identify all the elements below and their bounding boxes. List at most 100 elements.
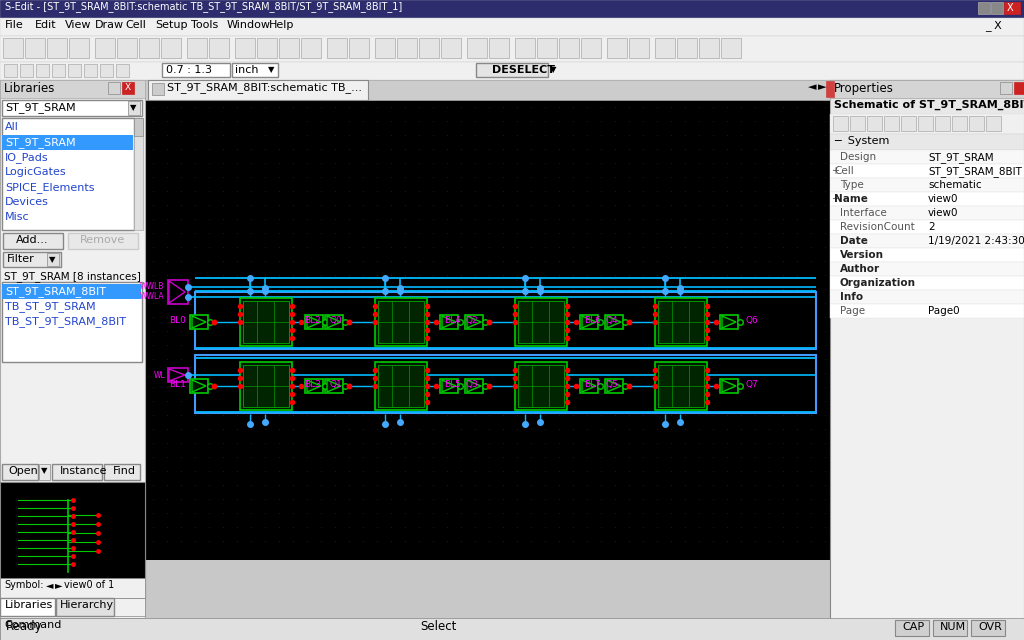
Bar bbox=[327, 38, 347, 58]
Text: view0 of 1: view0 of 1 bbox=[63, 580, 115, 590]
Bar bbox=[2, 100, 142, 116]
Text: Hierarchy: Hierarchy bbox=[60, 600, 114, 610]
Text: ◄: ◄ bbox=[808, 82, 816, 92]
Bar bbox=[655, 38, 675, 58]
Text: ST_9T_SRAM: ST_9T_SRAM bbox=[5, 137, 76, 148]
Text: BL6: BL6 bbox=[585, 316, 601, 325]
Text: DESELECT: DESELECT bbox=[492, 65, 555, 75]
Text: ▼: ▼ bbox=[41, 466, 47, 475]
Text: S-Edit - [ST_9T_SRAM_8BIT:schematic TB_ST_9T_SRAM_8BIT/ST_9T_SRAM_8BIT_1]: S-Edit - [ST_9T_SRAM_8BIT:schematic TB_S… bbox=[5, 1, 402, 12]
Bar bbox=[0, 598, 55, 616]
Text: Interface: Interface bbox=[840, 208, 887, 218]
Bar bbox=[52, 64, 65, 77]
Bar bbox=[68, 64, 81, 77]
Bar bbox=[145, 100, 830, 560]
Bar bbox=[440, 315, 458, 329]
Bar bbox=[243, 365, 289, 407]
Bar bbox=[3, 233, 63, 249]
Text: inch: inch bbox=[234, 65, 258, 75]
Text: WWLA: WWLA bbox=[140, 292, 165, 301]
Bar bbox=[2, 135, 133, 150]
Bar bbox=[139, 38, 159, 58]
Bar bbox=[978, 2, 990, 14]
Text: TB_ST_9T_SRAM_8BIT: TB_ST_9T_SRAM_8BIT bbox=[5, 316, 126, 327]
Bar bbox=[935, 116, 950, 131]
Bar bbox=[95, 38, 115, 58]
Text: ►: ► bbox=[818, 82, 826, 92]
Polygon shape bbox=[467, 316, 481, 328]
Bar bbox=[605, 315, 623, 329]
Bar bbox=[52, 464, 102, 480]
Bar bbox=[84, 64, 97, 77]
Bar bbox=[465, 379, 483, 393]
Polygon shape bbox=[582, 380, 596, 392]
Text: Add...: Add... bbox=[16, 235, 48, 245]
Bar bbox=[830, 98, 1024, 114]
Text: Q5: Q5 bbox=[605, 380, 617, 389]
Bar bbox=[991, 2, 1002, 14]
Polygon shape bbox=[442, 380, 456, 392]
Bar bbox=[867, 116, 882, 131]
Bar bbox=[375, 362, 427, 410]
Bar bbox=[830, 248, 1024, 262]
Bar bbox=[830, 220, 1024, 234]
Polygon shape bbox=[327, 316, 341, 328]
Bar bbox=[161, 38, 181, 58]
Text: 2: 2 bbox=[928, 222, 935, 232]
Text: RevisionCount: RevisionCount bbox=[840, 222, 914, 232]
Text: Libraries: Libraries bbox=[4, 82, 55, 95]
Bar bbox=[0, 0, 1024, 18]
Bar bbox=[440, 379, 458, 393]
Bar bbox=[2, 282, 142, 362]
Text: ▼: ▼ bbox=[130, 103, 136, 112]
Bar bbox=[3, 252, 61, 267]
Polygon shape bbox=[169, 369, 185, 381]
Text: Properties: Properties bbox=[834, 82, 894, 95]
Text: Page: Page bbox=[840, 306, 865, 316]
Bar bbox=[1000, 82, 1012, 94]
Bar bbox=[232, 63, 278, 77]
Text: Q2: Q2 bbox=[465, 316, 477, 325]
Bar bbox=[830, 178, 1024, 192]
Text: view0: view0 bbox=[928, 208, 958, 218]
Text: Cell: Cell bbox=[834, 166, 854, 176]
Bar bbox=[537, 38, 557, 58]
Bar bbox=[918, 116, 933, 131]
Text: Organization: Organization bbox=[840, 278, 916, 288]
Bar bbox=[830, 114, 1024, 134]
Bar bbox=[677, 38, 697, 58]
Bar bbox=[305, 315, 323, 329]
Text: Q1: Q1 bbox=[330, 380, 343, 389]
Bar bbox=[4, 64, 17, 77]
Bar bbox=[0, 62, 1024, 80]
Bar bbox=[190, 379, 208, 393]
Bar bbox=[152, 83, 164, 95]
Text: Ready: Ready bbox=[6, 620, 43, 633]
Bar bbox=[580, 315, 598, 329]
Bar bbox=[122, 82, 134, 94]
Bar bbox=[145, 80, 835, 100]
Text: +: + bbox=[831, 166, 839, 176]
Text: Author: Author bbox=[840, 264, 880, 274]
Bar bbox=[209, 38, 229, 58]
Text: Q3: Q3 bbox=[465, 380, 478, 389]
Bar bbox=[3, 38, 23, 58]
Text: ST_9T_SRAM_8BIT: ST_9T_SRAM_8BIT bbox=[928, 166, 1022, 177]
Text: Date: Date bbox=[840, 236, 868, 246]
Text: OVR: OVR bbox=[978, 622, 1001, 632]
Text: Q4: Q4 bbox=[605, 316, 617, 325]
Text: Q7: Q7 bbox=[745, 380, 758, 389]
Bar bbox=[134, 118, 143, 136]
Bar bbox=[952, 116, 967, 131]
Bar bbox=[830, 80, 1024, 620]
Text: 0.7 : 1.3: 0.7 : 1.3 bbox=[166, 65, 212, 75]
Text: NUM: NUM bbox=[940, 622, 966, 632]
Bar bbox=[0, 618, 1024, 640]
Text: TB_ST_9T_SRAM: TB_ST_9T_SRAM bbox=[5, 301, 95, 312]
Text: Remove: Remove bbox=[80, 235, 125, 245]
Text: Instance: Instance bbox=[60, 466, 108, 476]
Text: view0: view0 bbox=[928, 194, 958, 204]
Bar bbox=[68, 233, 138, 249]
Text: ST_9T_SRAM [8 instances]: ST_9T_SRAM [8 instances] bbox=[4, 271, 141, 282]
Text: Window: Window bbox=[227, 20, 271, 30]
